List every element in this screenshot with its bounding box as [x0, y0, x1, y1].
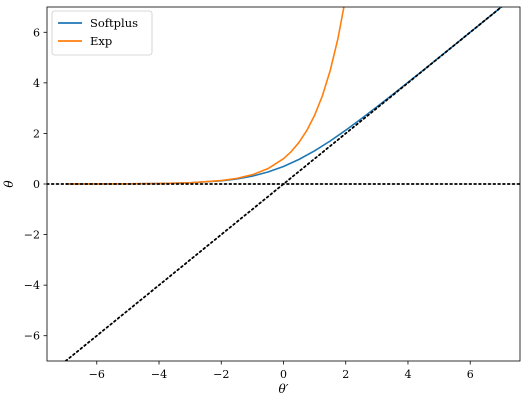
y-axis-label: θ — [2, 180, 16, 188]
x-tick-label: 4 — [404, 368, 411, 381]
y-tick-label: 2 — [33, 127, 40, 140]
y-tick-label: −6 — [24, 330, 40, 343]
reference-line-2 — [64, 7, 503, 361]
y-tick-label: 6 — [33, 26, 40, 39]
y-tick-label: 4 — [33, 77, 40, 90]
x-tick-label: 2 — [342, 368, 349, 381]
y-tick-label: −2 — [24, 229, 40, 242]
x-tick-label: 6 — [467, 368, 474, 381]
legend: Softplus Exp — [51, 10, 153, 56]
y-tick-label: −4 — [24, 279, 40, 292]
legend-box — [51, 10, 153, 56]
axes: −6 −4 −2 0 2 4 6 −6 −4 −2 0 2 4 6 — [24, 6, 521, 381]
x-tick-label: 0 — [280, 368, 287, 381]
x-tick-label: −4 — [151, 368, 167, 381]
legend-label-softplus: Softplus — [90, 16, 138, 30]
x-axis-label: θ′ — [279, 382, 289, 396]
y-tick-label: 0 — [33, 178, 40, 191]
series-layer — [47, 7, 520, 361]
legend-label-exp: Exp — [90, 34, 112, 48]
x-tick-label: −6 — [89, 368, 105, 381]
x-tick-label: −2 — [213, 368, 229, 381]
